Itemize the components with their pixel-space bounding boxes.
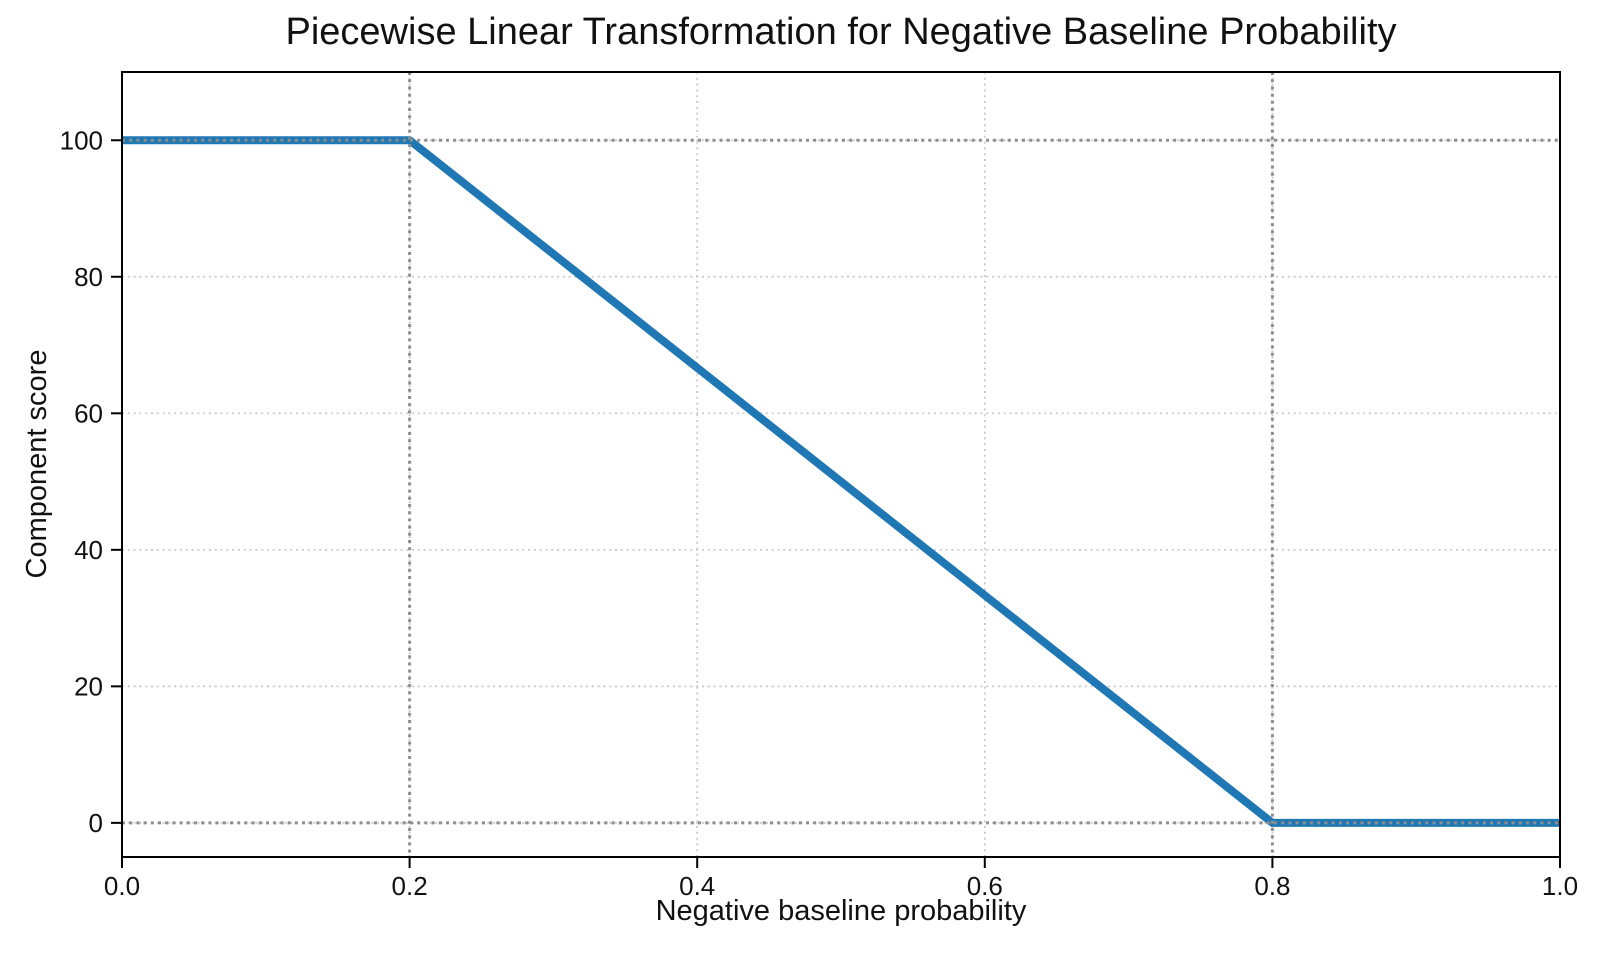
x-tick-label: 1.0 (1542, 871, 1578, 901)
y-axis-ticks: 0 20 40 60 80 100 (60, 125, 121, 838)
x-tick-label: 0.8 (1254, 871, 1290, 901)
y-tick-label: 0 (89, 808, 103, 838)
y-tick-label: 20 (74, 671, 103, 701)
data-series (122, 136, 1560, 827)
axes-spines (121, 71, 1561, 858)
y-tick-label: 80 (74, 262, 103, 292)
x-axis-label: Negative baseline probability (655, 895, 1027, 927)
grid-lines (121, 72, 1561, 857)
reference-lines (122, 72, 1560, 857)
x-axis-ticks: 0.0 0.2 0.4 0.6 0.8 1.0 (104, 858, 1578, 901)
x-tick-label: 0.2 (392, 871, 428, 901)
x-tick-label: 0.4 (679, 871, 715, 901)
y-tick-label: 100 (60, 125, 103, 155)
chart-title: Piecewise Linear Transformation for Nega… (285, 11, 1397, 53)
y-tick-label: 40 (74, 535, 103, 565)
x-tick-label: 0.6 (967, 871, 1003, 901)
x-tick-label: 0.0 (104, 871, 140, 901)
y-tick-label: 60 (74, 398, 103, 428)
y-axis-label: Component score (21, 349, 53, 579)
data-line (122, 136, 1560, 827)
